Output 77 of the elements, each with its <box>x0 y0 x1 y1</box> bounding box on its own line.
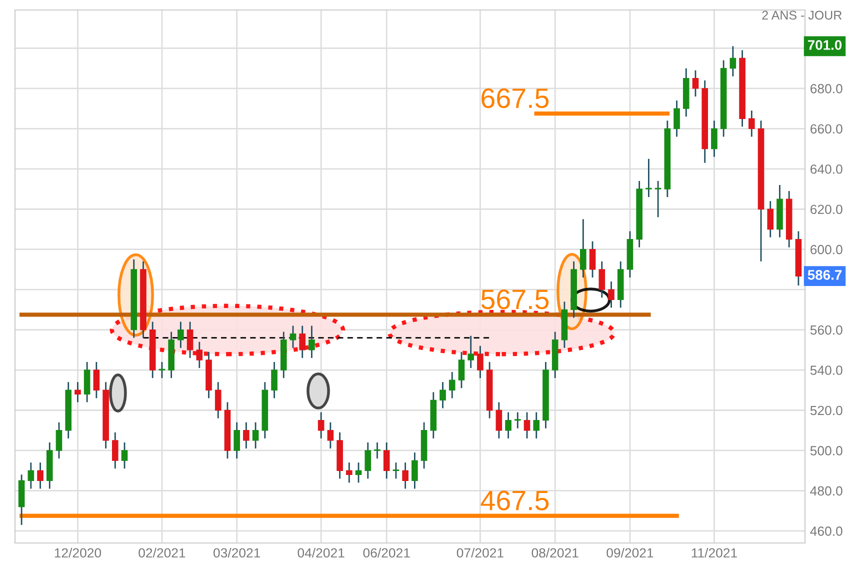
text: 701.0 <box>808 40 842 50</box>
candlestick <box>711 120 718 158</box>
y-tick-label: 680.0 <box>810 84 842 94</box>
candlestick <box>505 412 512 440</box>
annotation: 667.5 <box>482 88 549 108</box>
candlestick <box>674 100 680 138</box>
candlestick <box>74 381 81 403</box>
x-tick-label: 11/2021 <box>692 548 737 558</box>
candlestick <box>608 280 614 308</box>
candlestick <box>458 351 465 389</box>
candlestick <box>730 46 736 78</box>
candlestick <box>346 462 352 484</box>
x-tick-label: 02/2021 <box>138 548 186 558</box>
x-tick-label: 08/2021 <box>532 548 578 558</box>
y-tick-label: 460.0 <box>810 526 842 536</box>
candlestick <box>692 70 699 98</box>
x-tick-label: 07/2021 <box>456 548 504 558</box>
candlestick <box>364 442 372 480</box>
y-tick-label: 500.0 <box>810 446 842 456</box>
y-tick-label: 520.0 <box>810 406 842 416</box>
x-tick-label: 03/2021 <box>214 548 260 558</box>
y-tick-label: 540.0 <box>810 366 842 375</box>
candlestick <box>580 218 586 278</box>
candlestick <box>468 335 474 369</box>
candlestick <box>299 325 306 359</box>
candlestick <box>271 361 278 399</box>
candlestick <box>374 442 380 460</box>
chart-subtitle: 2 ANS - JOUR <box>762 10 842 20</box>
y-tick-label: 480.0 <box>810 486 842 496</box>
candlestick <box>514 412 521 430</box>
candlestick <box>93 361 100 399</box>
candlestick <box>252 422 259 450</box>
candlestick <box>308 325 315 359</box>
x-tick-label: 09/2021 <box>606 548 654 558</box>
candlestick <box>402 462 408 490</box>
candlestick <box>112 432 118 470</box>
text: 586.7 <box>808 270 842 280</box>
candlestick <box>196 341 203 369</box>
candlestick <box>448 371 456 399</box>
candlestick <box>158 361 166 379</box>
y-tick-label: 660.0 <box>810 124 842 134</box>
y-tick-label: 600.0 <box>810 244 842 254</box>
y-tick-label: 620.0 <box>810 204 842 214</box>
candlestick <box>392 462 400 480</box>
candlestick <box>214 381 222 419</box>
candlestick <box>383 442 390 480</box>
candlestick <box>121 442 128 470</box>
annotation: 467.5 <box>480 490 549 510</box>
candlestick <box>496 402 502 440</box>
candlestick <box>477 345 484 379</box>
candlestick <box>28 462 34 490</box>
x-tick-label: 06/2021 <box>363 548 410 558</box>
candlestick <box>243 422 250 450</box>
candlestick <box>290 325 296 349</box>
x-tick-label: 04/2021 <box>298 548 344 558</box>
candlestick <box>56 422 62 460</box>
candlestick <box>178 321 184 349</box>
candlestick <box>654 180 662 218</box>
candlestick <box>524 412 530 440</box>
candlestick <box>234 422 240 460</box>
annotation: 567.5 <box>481 290 549 310</box>
y-tick-label: 640.0 <box>810 164 842 174</box>
candlestick <box>355 462 362 484</box>
candlestick <box>646 158 652 198</box>
candlestick <box>598 260 606 298</box>
candlestick <box>37 462 44 490</box>
candlestick <box>440 381 446 409</box>
candlestick <box>589 240 596 278</box>
candlestick <box>186 321 194 359</box>
candlestick <box>327 422 334 450</box>
y-tick-label: 560.0 <box>810 325 842 335</box>
candlestick <box>412 452 418 490</box>
candlestick <box>533 412 540 440</box>
candlestick <box>767 200 774 238</box>
candlestick <box>748 110 755 138</box>
candlestick <box>318 412 324 440</box>
x-tick-label: 12/2020 <box>54 548 102 558</box>
